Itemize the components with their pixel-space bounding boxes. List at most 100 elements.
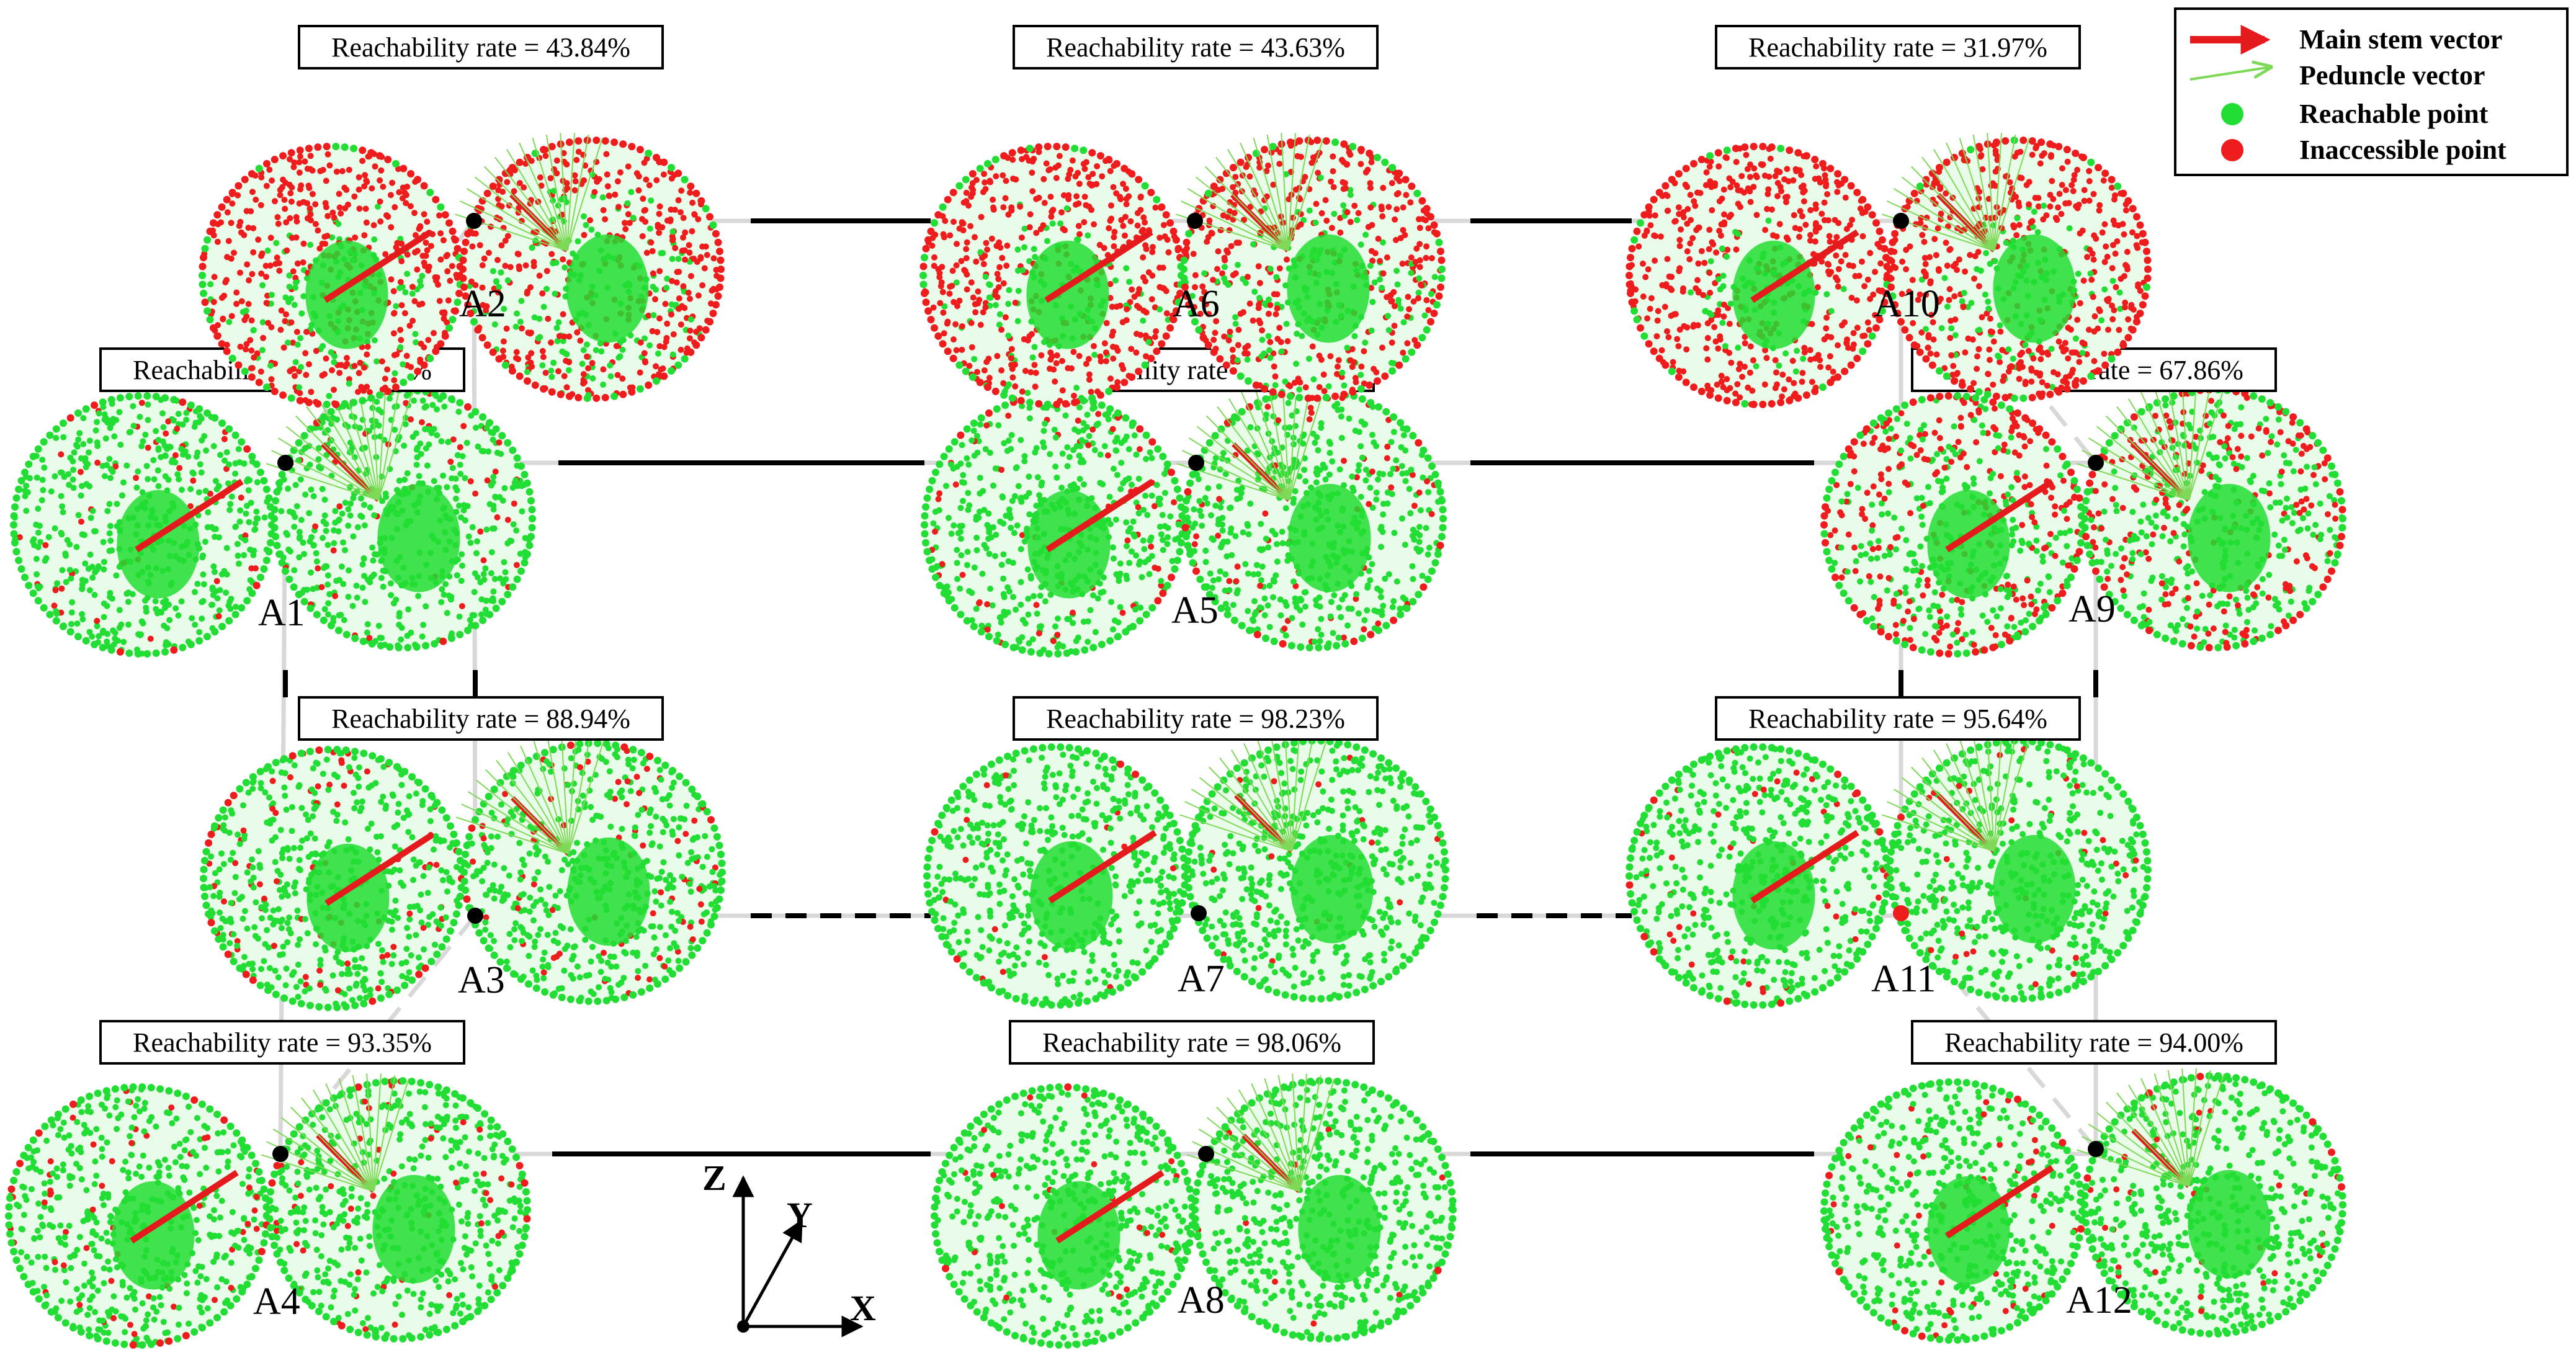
inaccessible-point [199, 262, 207, 270]
reachable-point [270, 816, 277, 823]
inaccessible-point [625, 211, 632, 218]
reachable-point [232, 460, 239, 467]
reachable-point [284, 939, 291, 945]
reachable-point [456, 503, 462, 509]
reachable-point [694, 834, 701, 841]
reachable-point [485, 1251, 492, 1258]
inaccessible-point [394, 239, 401, 246]
reachable-point [219, 806, 227, 814]
reachable-point [489, 525, 496, 532]
reachable-point [192, 622, 199, 628]
reachable-point [476, 1213, 483, 1220]
reachable-point [47, 1308, 55, 1316]
reachable-point [463, 1163, 470, 1169]
inaccessible-point [516, 158, 524, 166]
reachable-point [427, 806, 434, 813]
reachability-rate-box: Reachability rate = 88.94% [298, 696, 664, 741]
reachable-point [715, 895, 723, 903]
reachable-point [370, 557, 377, 564]
reachable-point [457, 1114, 464, 1120]
inaccessible-point [479, 284, 486, 291]
reachable-point [130, 422, 137, 429]
reachable-point [218, 622, 226, 630]
inaccessible-point [642, 218, 649, 225]
reachable-point [133, 1171, 140, 1177]
reachable-point [561, 765, 568, 772]
reachable-point [66, 1182, 73, 1189]
reachable-point [565, 861, 571, 867]
reachable-point [487, 932, 494, 939]
reachable-point [58, 1297, 65, 1304]
reachable-point [549, 991, 557, 999]
reachable-point [216, 1233, 223, 1240]
reachable-point [326, 1106, 333, 1113]
reachable-point [243, 1281, 251, 1289]
reachable-point [319, 1209, 326, 1215]
reachable-point [215, 814, 223, 822]
reachable-point [92, 1158, 99, 1165]
reachable-point [94, 439, 101, 446]
inaccessible-point [268, 1179, 276, 1187]
reachable-point [416, 859, 423, 865]
reachable-point [399, 1312, 405, 1318]
reachable-point [576, 996, 584, 1004]
reachable-point [522, 1223, 530, 1232]
reachable-point [277, 826, 284, 833]
reachable-point [450, 830, 458, 838]
inaccessible-point [702, 243, 709, 250]
inaccessible-point [241, 316, 248, 323]
reachable-point [661, 975, 669, 983]
reachable-point [548, 373, 555, 380]
reachable-point [492, 604, 500, 612]
reachable-point [437, 904, 444, 911]
reachable-point [368, 782, 375, 789]
reachable-point [323, 521, 329, 527]
reachable-point [541, 949, 548, 956]
reachable-point [220, 932, 226, 938]
inaccessible-point [215, 613, 222, 620]
reachable-point [699, 937, 707, 945]
inaccessible-point [432, 195, 440, 203]
reachable-point [321, 606, 328, 612]
inaccessible-point [687, 348, 695, 356]
inaccessible-point [460, 1119, 467, 1125]
inaccessible-point [351, 362, 358, 369]
reachable-point [450, 919, 458, 927]
inaccessible-point [248, 347, 255, 354]
reachable-point [217, 587, 223, 594]
reachable-point [391, 426, 398, 433]
inaccessible-point [249, 976, 257, 984]
inaccessible-point [706, 318, 713, 326]
reachable-point [522, 535, 529, 542]
reachable-point [288, 804, 295, 810]
reachable-point [488, 833, 494, 840]
reachable-point [11, 539, 19, 547]
inaccessible-point [540, 354, 547, 360]
reachable-point [407, 373, 415, 381]
inaccessible-point [391, 204, 398, 210]
reachable-point [7, 1239, 16, 1247]
reachable-point [525, 488, 534, 496]
reachable-point [404, 924, 411, 931]
reachable-point [485, 792, 493, 800]
inaccessible-point [478, 334, 486, 342]
reachable-point [447, 927, 454, 935]
reachable-core [117, 489, 200, 599]
inaccessible-point [636, 146, 644, 154]
reachable-point [141, 1106, 148, 1112]
reachable-point [593, 347, 599, 354]
reachable-point [15, 485, 23, 493]
reachable-point [454, 452, 461, 458]
reachable-point [380, 1102, 387, 1109]
reachable-point [60, 509, 66, 516]
reachable-point [105, 1330, 112, 1336]
reachable-point [33, 521, 40, 528]
reachable-point [621, 949, 628, 955]
reachable-point [181, 1147, 188, 1154]
reachable-point [211, 927, 218, 935]
reachable-point [37, 539, 43, 545]
reachable-point [519, 937, 525, 944]
inaccessible-point [315, 565, 321, 572]
reachable-point [418, 892, 424, 898]
